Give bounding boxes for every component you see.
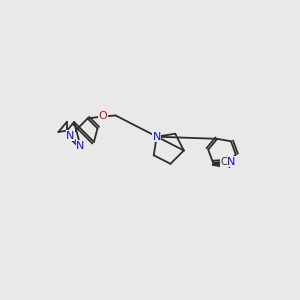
Text: N: N xyxy=(223,160,231,170)
Text: N: N xyxy=(76,140,85,151)
Text: C: C xyxy=(220,157,227,167)
Text: N: N xyxy=(227,157,235,167)
Text: N: N xyxy=(152,132,161,142)
Text: O: O xyxy=(98,112,107,122)
Text: N: N xyxy=(66,130,75,141)
